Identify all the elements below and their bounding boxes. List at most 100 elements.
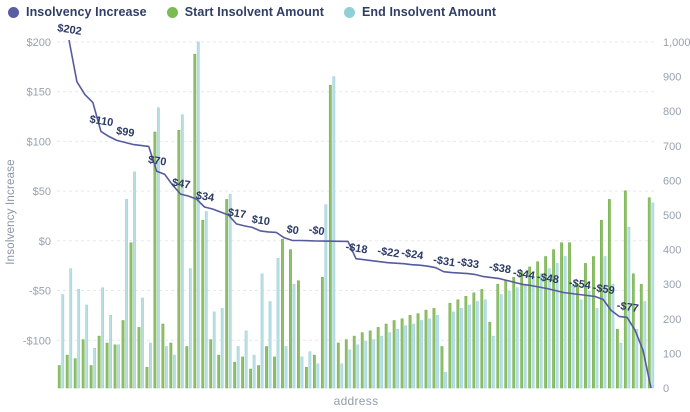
- start-insolvent-bar: [552, 249, 555, 389]
- end-insolvent-bar: [627, 226, 631, 389]
- start-insolvent-bar: [528, 266, 532, 389]
- end-insolvent-bar: [188, 268, 192, 389]
- right-tick-label: 200: [663, 314, 681, 326]
- left-tick-label: $200: [27, 37, 51, 49]
- point-label: $17: [227, 207, 247, 222]
- end-insolvent-bar: [164, 346, 168, 389]
- start-insolvent-bar: [623, 190, 627, 389]
- chart-legend: Insolvency Increase Start Insolvent Amoun…: [8, 5, 496, 19]
- end-insolvent-bar: [388, 332, 392, 389]
- start-insolvent-bar: [161, 323, 165, 389]
- legend-item-insolvency-increase[interactable]: Insolvency Increase: [8, 5, 147, 19]
- legend-item-label: Start Insolvent Amount: [184, 5, 324, 19]
- end-insolvent-bar: [61, 294, 65, 389]
- end-insolvent-bar: [467, 304, 471, 389]
- end-insolvent-bar: [85, 304, 89, 389]
- start-insolvent-bar: [328, 85, 332, 389]
- start-insolvent-bar: [600, 219, 603, 389]
- start-insolvent-bar: [504, 280, 508, 389]
- start-insolvent-bar: [97, 335, 101, 389]
- point-label: $34: [195, 190, 216, 205]
- start-insolvent-bar: [305, 366, 308, 389]
- insolvency-increase-line: [68, 39, 652, 389]
- start-insolvent-bar: [392, 320, 396, 389]
- point-label: -$77: [616, 300, 640, 315]
- end-insolvent-bar: [244, 330, 248, 389]
- start-insolvent-bar: [169, 342, 173, 389]
- start-insolvent-bar: [592, 256, 595, 389]
- end-insolvent-bar: [300, 356, 304, 389]
- end-insolvent-bar: [324, 204, 328, 389]
- start-insolvent-bar: [536, 261, 540, 389]
- end-insolvent-bar: [125, 199, 128, 389]
- legend-item-start-insolvent-amount[interactable]: Start Insolvent Amount: [166, 5, 324, 19]
- end-insolvent-bar: [340, 363, 344, 389]
- end-insolvent-bar: [412, 323, 415, 389]
- right-tick-label: 300: [663, 279, 681, 291]
- point-label: -$33: [456, 256, 480, 271]
- start-insolvent-bar: [488, 322, 492, 389]
- start-insolvent-bar: [608, 199, 611, 389]
- start-insolvent-bar: [576, 283, 579, 389]
- start-insolvent-bar: [185, 346, 189, 389]
- end-insolvent-bar: [101, 287, 104, 389]
- start-insolvent-bar: [647, 197, 651, 389]
- start-insolvent-bar: [520, 271, 524, 389]
- end-insolvent-bar: [332, 76, 336, 389]
- end-insolvent-bar: [236, 346, 240, 389]
- start-insolvent-bar: [177, 129, 181, 389]
- end-insolvent-bar: [563, 256, 567, 389]
- start-insolvent-bar: [320, 277, 324, 389]
- start-insolvent-bar: [639, 283, 643, 389]
- start-insolvent-bar: [472, 292, 476, 389]
- end-insolvent-bar: [268, 301, 272, 389]
- start-insolvent-bar: [129, 242, 133, 389]
- end-insolvent-bar: [157, 107, 160, 389]
- start-insolvent-bar: [121, 320, 125, 389]
- end-insolvent-bar: [595, 308, 599, 389]
- right-tick-label: 700: [663, 141, 681, 153]
- end-insolvent-bar: [555, 263, 559, 389]
- start-insolvent-bar: [241, 356, 245, 389]
- point-label: $110: [89, 114, 114, 130]
- right-tick-label: 600: [663, 175, 681, 187]
- start-insolvent-bar: [408, 315, 412, 389]
- end-insolvent-bar: [531, 278, 535, 389]
- left-tick-label: -$100: [23, 335, 51, 347]
- point-label: -$54: [568, 277, 592, 292]
- end-insolvent-bar: [316, 363, 320, 389]
- start-insolvent-bar: [225, 199, 229, 389]
- end-insolvent-bar: [523, 283, 527, 389]
- right-tick-label: 500: [663, 210, 681, 222]
- end-insolvent-bar: [364, 341, 368, 389]
- end-insolvent-bar: [539, 273, 543, 389]
- end-insolvent-bar: [308, 351, 312, 389]
- end-insolvent-bar: [260, 273, 264, 389]
- end-insolvent-bar: [460, 308, 463, 389]
- right-tick-label: 900: [663, 72, 681, 84]
- start-insolvent-bar: [193, 53, 197, 389]
- start-insolvent-bar: [344, 339, 348, 389]
- start-insolvent-bar: [81, 339, 85, 389]
- start-insolvent-bar: [145, 366, 149, 389]
- end-insolvent-bar: [507, 290, 511, 389]
- start-insolvent-bar: [432, 308, 436, 389]
- start-insolvent-bar: [464, 296, 468, 389]
- legend-dot-icon: [166, 6, 178, 18]
- end-insolvent-bar: [603, 256, 607, 389]
- right-tick-label: 800: [663, 106, 681, 118]
- end-insolvent-bar: [117, 344, 120, 389]
- legend-item-end-insolvent-amount[interactable]: End Insolvent Amount: [343, 5, 496, 19]
- start-insolvent-bar: [89, 365, 93, 389]
- end-insolvent-bar: [204, 211, 208, 389]
- start-insolvent-bar: [480, 289, 484, 389]
- end-insolvent-bar: [172, 354, 176, 389]
- end-insolvent-bar: [491, 335, 495, 389]
- end-insolvent-bar: [292, 283, 296, 389]
- start-insolvent-bar: [512, 277, 516, 389]
- legend-item-label: Insolvency Increase: [26, 5, 147, 19]
- point-label: -$0: [308, 224, 326, 238]
- end-insolvent-bar: [180, 114, 184, 389]
- end-insolvent-bar: [141, 297, 144, 389]
